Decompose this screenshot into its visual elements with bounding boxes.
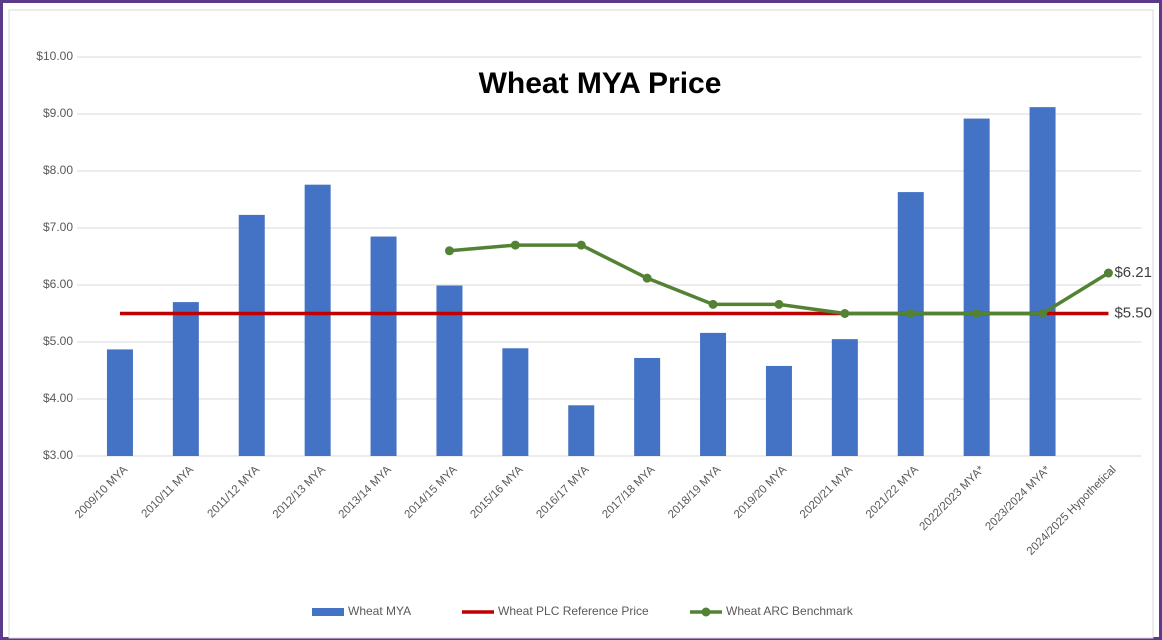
bar [963,118,990,456]
y-tick-label: $7.00 [43,220,73,234]
legend-label: Wheat ARC Benchmark [726,604,854,618]
line-marker [708,299,718,309]
line-marker [576,240,586,250]
y-tick-label: $10.00 [36,49,73,63]
line-marker [972,309,982,318]
line-marker [774,299,784,309]
bar [831,339,858,456]
bar [634,357,661,456]
y-tick-label: $3.00 [43,448,73,462]
bar [238,214,265,456]
bar [1029,107,1056,456]
line-marker [1038,309,1048,318]
y-tick-label: $9.00 [43,106,73,120]
chart-area [8,9,1154,639]
data-label: $5.50 [1114,304,1152,321]
bar [897,192,924,456]
data-label: $6.21 [1114,264,1152,281]
line-marker [510,240,520,250]
bar [304,184,331,456]
line-marker [1103,268,1113,278]
legend-swatch [312,608,344,616]
bar [568,405,595,456]
line-marker [444,246,454,256]
bar [700,332,727,456]
bar [765,365,792,456]
legend-marker [701,607,711,617]
bar [106,349,133,456]
line-marker [642,273,652,283]
line-marker [906,309,916,318]
legend-label: Wheat PLC Reference Price [498,604,649,618]
y-tick-label: $6.00 [43,277,73,291]
line-marker [840,309,850,318]
chart-title: Wheat MYA Price [479,67,722,100]
y-tick-label: $8.00 [43,163,73,177]
bar [370,236,397,456]
y-tick-label: $4.00 [43,391,73,405]
y-tick-label: $5.00 [43,334,73,348]
legend-label: Wheat MYA [348,604,411,618]
bar [172,302,199,456]
bar [502,348,529,456]
bar [436,285,463,456]
